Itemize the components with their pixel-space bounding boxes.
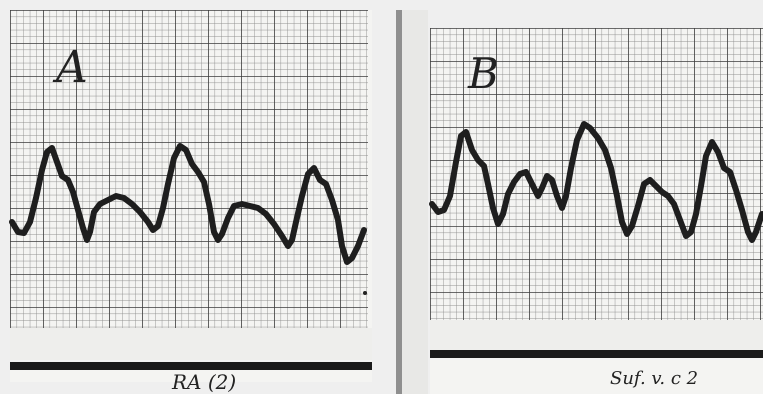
paper-margin-b [430,320,763,350]
ink-speck [363,291,367,295]
panel-b: B Suf. v. c 2 [429,28,763,394]
paper-margin-a [10,328,372,360]
gap-strip [402,10,428,394]
trace-a [9,143,367,265]
baseline-bar-a [10,362,372,370]
panel-a: A RA (2) [9,10,372,394]
panel-letter-a: A [52,42,88,93]
trace-b [429,121,763,243]
panel-letter-b: B [467,49,499,98]
panel-caption-b: Suf. v. c 2 [610,368,698,389]
panel-divider [396,10,402,394]
baseline-bar-b [430,350,763,358]
panel-caption-a: RA (2) [171,370,236,394]
